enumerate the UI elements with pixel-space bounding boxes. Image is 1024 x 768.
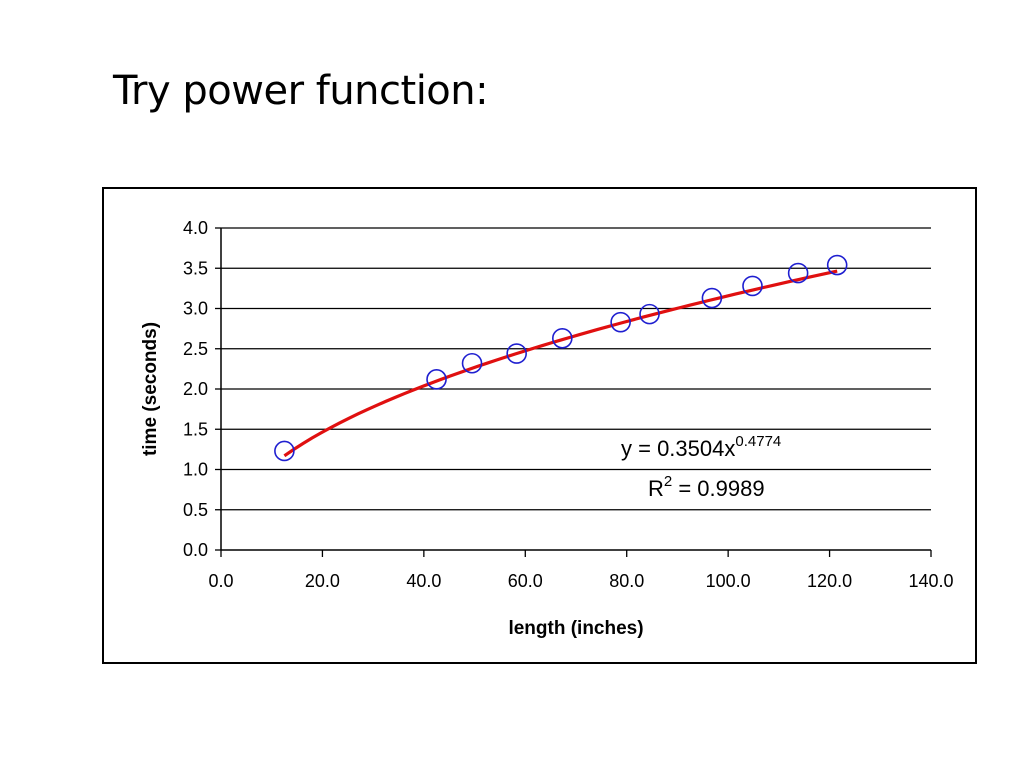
data-point bbox=[610, 311, 631, 333]
gridlines bbox=[221, 227, 931, 511]
tick-labels: 0.0 0.5 1.0 1.5 2.0 2.5 3.0 3.5 4.0 0.0 20.0 40.0 60… bbox=[183, 218, 954, 591]
data-point bbox=[274, 440, 295, 462]
x-tick-label: 0.0 bbox=[208, 571, 233, 591]
trendline-equation: y = 0.3504x0.4774 bbox=[621, 433, 781, 461]
r2-value: = 0.9989 bbox=[672, 476, 764, 501]
axes bbox=[215, 227, 932, 557]
y-tick-label: 0.5 bbox=[183, 500, 208, 520]
data-point bbox=[639, 303, 660, 325]
y-tick-label: 4.0 bbox=[183, 218, 208, 238]
r-squared-label: R2 = 0.9989 bbox=[648, 473, 765, 501]
chart-frame: 0.0 0.5 1.0 1.5 2.0 2.5 3.0 3.5 4.0 0.0 20.0 40.0 60… bbox=[102, 187, 977, 664]
y-tick-label: 3.5 bbox=[183, 258, 208, 278]
data-point bbox=[742, 275, 763, 297]
y-tick-label: 3.0 bbox=[183, 299, 208, 319]
data-point bbox=[506, 343, 527, 364]
equation-exponent: 0.4774 bbox=[735, 433, 781, 450]
equation-base: y = 0.3504x bbox=[621, 436, 735, 461]
y-axis-label: time (seconds) bbox=[140, 322, 161, 456]
x-tick-label: 140.0 bbox=[908, 571, 953, 591]
x-tick-label: 120.0 bbox=[807, 571, 852, 591]
r2-base: R bbox=[648, 476, 664, 501]
data-point bbox=[826, 254, 848, 276]
data-points bbox=[274, 254, 848, 462]
x-tick-label: 40.0 bbox=[406, 571, 441, 591]
y-tick-label: 2.5 bbox=[183, 339, 208, 359]
slide-title: Try power function: bbox=[113, 68, 489, 114]
x-axis-label: length (inches) bbox=[508, 618, 643, 639]
x-tick-label: 60.0 bbox=[508, 571, 543, 591]
x-tick-label: 100.0 bbox=[706, 571, 751, 591]
data-point bbox=[787, 262, 809, 284]
y-tick-label: 0.0 bbox=[183, 540, 208, 560]
data-point bbox=[461, 352, 483, 374]
y-tick-label: 1.5 bbox=[183, 419, 208, 439]
y-tick-label: 2.0 bbox=[183, 379, 208, 399]
power-fit-chart: 0.0 0.5 1.0 1.5 2.0 2.5 3.0 3.5 4.0 0.0 20.0 40.0 60… bbox=[140, 218, 954, 639]
x-tick-label: 20.0 bbox=[305, 571, 340, 591]
trendline bbox=[283, 269, 838, 458]
data-point bbox=[426, 369, 447, 390]
x-tick-label: 80.0 bbox=[609, 571, 644, 591]
trendline-group bbox=[283, 269, 838, 458]
y-tick-label: 1.0 bbox=[183, 460, 208, 480]
data-point bbox=[552, 327, 573, 349]
r2-exponent: 2 bbox=[664, 473, 672, 490]
data-point bbox=[701, 287, 723, 309]
